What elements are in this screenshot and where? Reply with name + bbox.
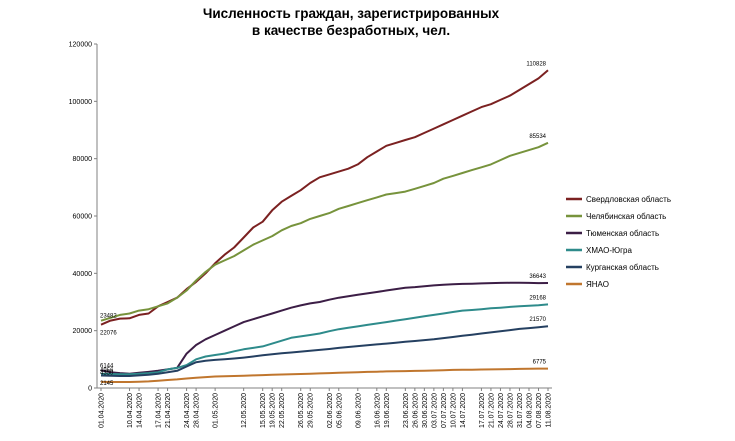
y-tick-label: 120000 [69, 42, 92, 49]
x-tick-label: 23.06.2020 [403, 393, 410, 428]
x-tick-label: 31.07.2020 [517, 393, 524, 428]
data-label: 29168 [529, 295, 546, 301]
x-tick-label: 21.04.2020 [165, 393, 172, 428]
x-tick-label: 22.05.2020 [279, 393, 286, 428]
series-line-2 [100, 281, 549, 375]
x-tick-label: 07.07.2020 [441, 393, 448, 428]
data-label: 2145 [100, 381, 114, 387]
x-tick-label: 15.05.2020 [260, 393, 267, 428]
series-line-4 [100, 325, 549, 377]
y-tick-label: 60000 [73, 214, 93, 221]
x-tick-label: 17.07.2020 [479, 393, 486, 428]
x-tick-label: 30.06.2020 [422, 393, 429, 428]
data-label: 36643 [529, 274, 546, 280]
x-tick-label: 29.05.2020 [308, 393, 315, 428]
y-tick-label: 80000 [73, 156, 93, 163]
data-label: 21570 [529, 317, 546, 323]
x-tick-label: 07.08.2020 [536, 393, 543, 428]
x-tick-label: 24.04.2020 [184, 393, 191, 428]
x-tick-label: 24.07.2020 [498, 393, 505, 428]
data-label: 4350 [100, 371, 114, 377]
chart-title-line-2: в качестве безработных, чел. [252, 23, 450, 38]
data-label: 85534 [529, 134, 546, 140]
x-tick-label: 16.06.2020 [374, 393, 381, 428]
data-label: 23482 [100, 314, 117, 320]
x-tick-label: 17.04.2020 [156, 393, 163, 428]
chart-title-line-1: Численность граждан, зарегистрированных [203, 6, 500, 21]
x-tick-label: 28.04.2020 [194, 393, 201, 428]
legend-label-0: Свердловская область [586, 195, 671, 204]
data-label: 22076 [100, 331, 117, 337]
data-labels: 22076 110828 23482 85534 6144 36643 4956 29168 4… [100, 61, 547, 387]
legend: Свердловская область Челябинская область Т… [566, 195, 671, 289]
series-line-3 [100, 303, 549, 376]
series-line-5 [100, 367, 548, 383]
x-tick-label: 10.07.2020 [450, 393, 457, 428]
data-label: 4956 [100, 368, 114, 374]
series-lines [100, 69, 549, 383]
legend-label-5: ЯНАО [586, 280, 609, 289]
x-tick-label: 02.06.2020 [327, 393, 334, 428]
x-tick-label: 04.08.2020 [526, 393, 533, 428]
x-tick-label: 03.07.2020 [431, 393, 438, 428]
y-tick-label: 40000 [73, 271, 93, 278]
series-line-1 [100, 141, 549, 322]
x-tick-label: 21.07.2020 [488, 393, 495, 428]
x-tick-label: 28.07.2020 [507, 393, 514, 428]
x-tick-label: 14.07.2020 [460, 393, 467, 428]
x-tick-label: 10.04.2020 [127, 393, 134, 428]
x-tick-label: 11.08.2020 [546, 393, 553, 428]
data-label: 110828 [526, 61, 546, 67]
legend-label-2: Тюменская область [586, 229, 659, 238]
x-tick-label: 01.04.2020 [99, 393, 106, 428]
x-tick-label: 09.06.2020 [355, 393, 362, 428]
x-tick-label: 01.05.2020 [213, 393, 220, 428]
data-label: 6775 [533, 360, 547, 366]
series-line-0 [100, 69, 549, 326]
y-tick-label: 100000 [69, 99, 92, 106]
x-tick-label: 14.04.2020 [137, 393, 144, 428]
data-label: 6144 [100, 363, 114, 369]
x-tick-label: 19.06.2020 [384, 393, 391, 428]
x-tick-label: 12.05.2020 [241, 393, 248, 428]
legend-label-1: Челябинская область [586, 212, 666, 221]
x-tick-label: 05.06.2020 [336, 393, 343, 428]
y-tick-label: 0 [88, 386, 92, 393]
x-tick-label: 19.05.2020 [270, 393, 277, 428]
legend-label-3: ХМАО-Югра [586, 246, 632, 255]
x-tick-label: 26.06.2020 [412, 393, 419, 428]
axes: 0 20000 40000 60000 80000 100000 120000 01.04.2… [69, 42, 553, 429]
x-tick-label: 26.05.2020 [298, 393, 305, 428]
legend-label-4: Курганская область [586, 263, 659, 272]
y-tick-label: 20000 [73, 328, 93, 335]
